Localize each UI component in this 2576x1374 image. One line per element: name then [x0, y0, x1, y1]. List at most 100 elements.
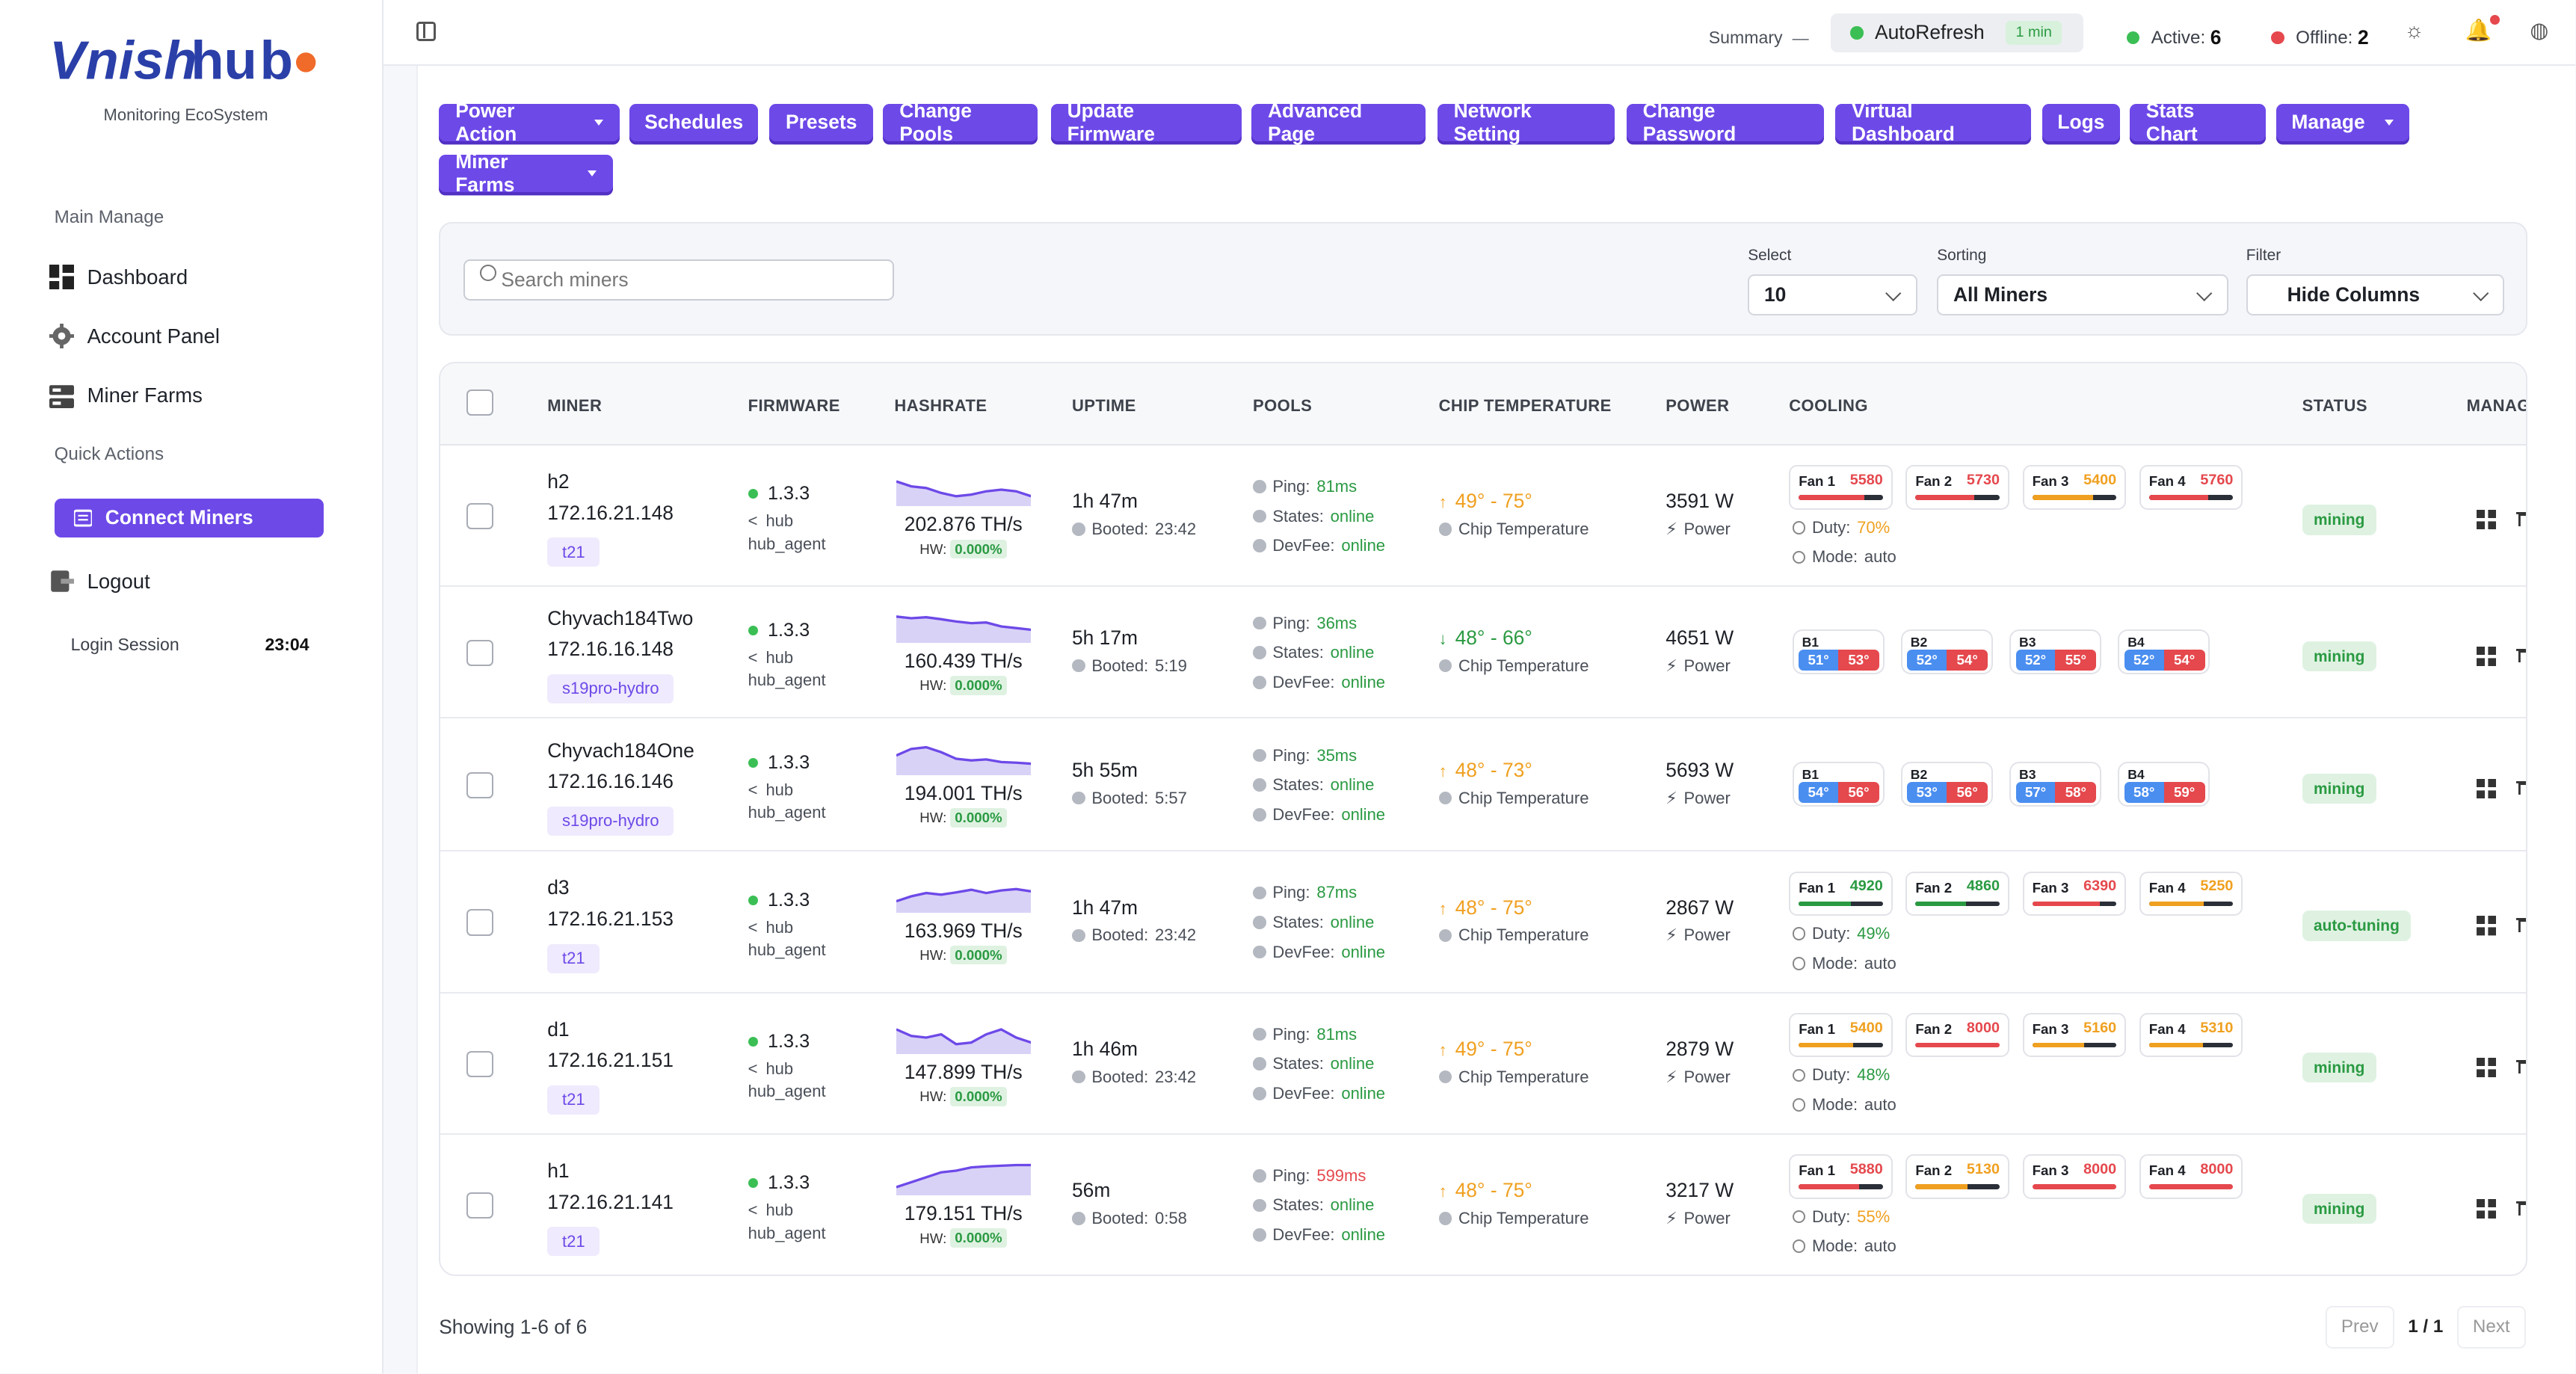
status-badge: mining: [2302, 773, 2376, 804]
action-button-miner-farms[interactable]: Miner Farms: [439, 150, 614, 196]
grid-icon[interactable]: [2476, 1195, 2497, 1219]
row-checkbox[interactable]: [466, 639, 493, 666]
summary-toggle[interactable]: Summary ‒‒: [1709, 28, 1809, 48]
devfee-value: online: [1341, 672, 1386, 691]
miner-cell: Chyvach184Two 172.16.16.148 s19pro-hydro: [547, 607, 693, 703]
bell-icon[interactable]: 🔔: [2465, 19, 2492, 43]
table-row[interactable]: Chyvach184Two 172.16.16.148 s19pro-hydro 1.…: [440, 587, 2527, 719]
refresh-icon: [1792, 1068, 1806, 1082]
action-button-virtual-dashboard[interactable]: Virtual Dashboard: [1834, 99, 2031, 145]
column-header-manage[interactable]: MANAGE: [2466, 396, 2527, 415]
page-size-select[interactable]: 10: [1748, 274, 1917, 316]
fan-gauge: Fan 1 5880: [1789, 1154, 1893, 1199]
column-header-firmware[interactable]: FIRMWARE: [748, 396, 840, 415]
action-button-label: Network Setting: [1453, 99, 1532, 145]
sidebar-toggle-icon[interactable]: [416, 21, 436, 41]
column-header-power[interactable]: POWER: [1666, 396, 1730, 415]
column-header-cooling[interactable]: COOLING: [1789, 396, 1868, 415]
autorefresh-toggle[interactable]: AutoRefresh 1 min: [1830, 13, 2084, 53]
sparkline-line: [895, 745, 1032, 765]
miner-name[interactable]: h2: [547, 470, 570, 493]
column-header-hashrate[interactable]: HASHRATE: [894, 396, 987, 415]
sparkline-line: [895, 1028, 1032, 1046]
sidebar-item-miner-farms[interactable]: Miner Farms: [49, 383, 203, 408]
row-checkbox[interactable]: [466, 909, 493, 936]
select-all-checkbox[interactable]: [466, 389, 493, 416]
trash-icon[interactable]: [2515, 506, 2527, 526]
table-row[interactable]: h1 172.16.21.141 t21 1.3.3 < hub hub_agent 179.…: [440, 1135, 2527, 1275]
row-checkbox[interactable]: [466, 503, 493, 530]
firmware-hub: < hub: [748, 777, 826, 803]
grid-icon[interactable]: [2476, 913, 2497, 936]
sorting-select[interactable]: All Miners: [1937, 274, 2228, 316]
fan-label: Fan 3: [2032, 473, 2069, 490]
miner-name[interactable]: d1: [547, 1017, 570, 1041]
fan-label: Fan 1: [1799, 879, 1835, 896]
search-placeholder: Search miners: [501, 268, 629, 292]
devfee-label: DevFee:: [1272, 942, 1335, 961]
grid-icon[interactable]: [2476, 506, 2497, 530]
brand-logo[interactable]: Vnish hu b: [49, 26, 329, 99]
miner-name[interactable]: d3: [547, 876, 570, 899]
row-checkbox[interactable]: [466, 1050, 493, 1077]
table-row[interactable]: Chyvach184One 172.16.16.146 s19pro-hydro 1.…: [440, 718, 2527, 852]
trash-icon[interactable]: [2515, 913, 2527, 933]
globe-icon[interactable]: ◍: [2530, 19, 2549, 43]
miner-name[interactable]: Chyvach184One: [547, 739, 694, 762]
trash-icon[interactable]: [2515, 1195, 2527, 1216]
status-cell: mining: [2302, 770, 2376, 804]
next-page-button[interactable]: Next: [2456, 1305, 2526, 1349]
trash-icon[interactable]: [2515, 775, 2527, 795]
fan-gauge: Fan 2 5130: [1905, 1154, 2009, 1199]
connect-miners-label: Connect Miners: [105, 506, 253, 529]
table-row[interactable]: d1 172.16.21.151 t21 1.3.3 < hub hub_agent 147.…: [440, 993, 2527, 1135]
column-header-uptime[interactable]: UPTIME: [1071, 396, 1136, 415]
search-input[interactable]: Search miners: [463, 259, 895, 301]
action-button-schedules[interactable]: Schedules: [629, 103, 758, 142]
connect-miners-button[interactable]: Connect Miners: [54, 498, 324, 538]
fan-rpm: 5760: [2200, 471, 2234, 488]
grid-icon[interactable]: [2476, 643, 2497, 666]
chip-temp-cell: ↑ 49° - 75° Chip Temperature: [1438, 1038, 1589, 1087]
action-button-update-firmware[interactable]: Update Firmware: [1050, 99, 1242, 145]
action-button-presets[interactable]: Presets: [769, 103, 873, 142]
action-button-stats-chart[interactable]: Stats Chart: [2129, 99, 2267, 145]
sparkline-area: [896, 481, 1031, 507]
table-row[interactable]: h2 172.16.21.148 t21 1.3.3 < hub hub_agent 202.…: [440, 446, 2527, 588]
action-button-logs[interactable]: Logs: [2042, 103, 2120, 142]
logout-button[interactable]: Logout: [49, 569, 150, 594]
sidebar-item-account-panel[interactable]: Account Panel: [49, 324, 220, 349]
page-size-value: 10: [1763, 283, 1787, 306]
offline-count[interactable]: Offline: 2: [2271, 26, 2369, 49]
miner-name[interactable]: h1: [547, 1159, 570, 1182]
pool-ping: Ping: 35ms: [1252, 741, 1385, 771]
clock-icon: [1071, 659, 1085, 673]
action-button-advanced-page[interactable]: Advanced Page: [1251, 99, 1426, 145]
action-button-network-setting[interactable]: Network Setting: [1437, 99, 1615, 145]
action-button-manage[interactable]: Manage: [2275, 103, 2409, 142]
table-row[interactable]: d3 172.16.21.153 t21 1.3.3 < hub hub_agent 163.…: [440, 851, 2527, 993]
grid-icon[interactable]: [2476, 1054, 2497, 1077]
sidebar-item-dashboard[interactable]: Dashboard: [49, 265, 188, 290]
active-count[interactable]: Active: 6: [2126, 26, 2221, 49]
duty-label: Duty:: [1811, 924, 1851, 943]
hide-columns-select[interactable]: Hide Columns: [2246, 274, 2505, 316]
column-header-chip-temperature[interactable]: CHIP TEMPERATURE: [1438, 396, 1612, 415]
row-checkbox[interactable]: [466, 1192, 493, 1219]
sun-icon[interactable]: ☼: [2404, 19, 2424, 43]
column-header-miner[interactable]: MINER: [547, 396, 603, 415]
row-checkbox[interactable]: [466, 771, 493, 798]
hw-error-rate: HW: 0.000%: [894, 539, 1032, 558]
column-header-status[interactable]: STATUS: [2302, 396, 2367, 415]
action-button-change-password[interactable]: Change Password: [1626, 99, 1824, 145]
chip-temp-value: 48° - 73°: [1455, 759, 1532, 782]
trash-icon[interactable]: [2515, 643, 2527, 663]
action-button-power-action[interactable]: Power Action: [439, 99, 620, 145]
trash-icon[interactable]: [2515, 1054, 2527, 1074]
grid-icon[interactable]: [2476, 775, 2497, 799]
states-icon: [1252, 778, 1266, 792]
column-header-pools[interactable]: POOLS: [1252, 396, 1313, 415]
miner-name[interactable]: Chyvach184Two: [547, 606, 694, 629]
action-button-change-pools[interactable]: Change Pools: [883, 99, 1038, 145]
prev-page-button[interactable]: Prev: [2325, 1305, 2394, 1349]
